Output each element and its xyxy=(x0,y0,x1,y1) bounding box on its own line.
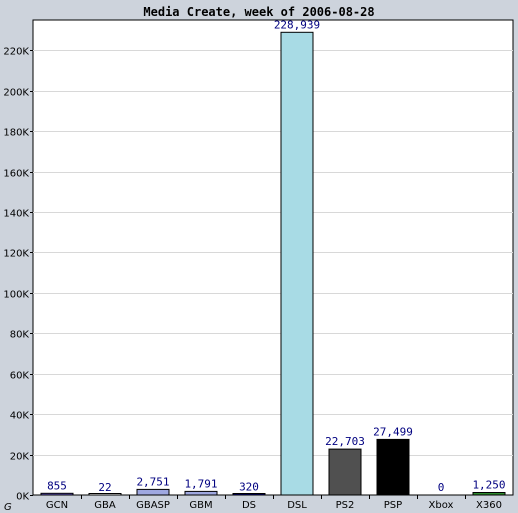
category-label-gba: GBA xyxy=(94,500,116,511)
category-label-gbasp: GBASP xyxy=(136,500,170,511)
chart-title: Media Create, week of 2006-08-28 xyxy=(143,5,374,19)
value-label-gbasp: 2,751 xyxy=(136,475,169,488)
bar-psp xyxy=(376,438,410,496)
y-tick-label: 220K xyxy=(3,47,29,58)
category-label-x360: X360 xyxy=(476,500,502,511)
y-tick-label: 120K xyxy=(3,249,29,260)
bar-x360 xyxy=(472,492,506,496)
bar-ds xyxy=(232,493,266,496)
y-axis: 0K 20K 40K 60K 80K 100K 120K 140K 160K 180K 200K 22… xyxy=(3,47,33,503)
value-label-psp: 27,499 xyxy=(373,425,413,438)
y-tick-label: 200K xyxy=(3,88,29,99)
bar-dsl xyxy=(280,31,314,496)
category-label-gcn: GCN xyxy=(46,500,68,511)
bar-gcn xyxy=(40,492,74,496)
category-label-psp: PSP xyxy=(384,500,402,511)
bar-gba xyxy=(88,493,122,496)
y-tick-label: 160K xyxy=(3,169,29,180)
grid-lines xyxy=(33,50,513,456)
y-tick-label: 0K xyxy=(16,492,29,503)
bar-ps2 xyxy=(328,448,362,496)
corner-mark: G xyxy=(4,502,12,513)
bar-gbasp xyxy=(136,488,170,496)
y-tick-label: 40K xyxy=(10,411,30,422)
y-tick-label: 20K xyxy=(10,452,30,463)
category-label-dsl: DSL xyxy=(287,500,307,511)
y-tick-label: 60K xyxy=(10,371,30,382)
value-label-gcn: 855 xyxy=(47,479,67,492)
value-label-dsl: 228,939 xyxy=(274,18,320,31)
value-label-ds: 320 xyxy=(239,480,259,493)
value-label-gbm: 1,791 xyxy=(184,477,217,490)
bar-gbm xyxy=(184,490,218,496)
category-label-ds: DS xyxy=(242,500,256,511)
y-tick-label: 100K xyxy=(3,290,29,301)
y-tick-label: 140K xyxy=(3,209,29,220)
plot-area xyxy=(32,19,514,496)
value-label-xbox: 0 xyxy=(438,481,445,494)
value-label-gba: 22 xyxy=(98,481,111,494)
value-labels: 855 22 2,751 1,791 320 228,939 22,703 27,499 0 1,… xyxy=(47,18,506,494)
x-axis: GCN GBA GBASP GBM DS DSL PS2 PSP Xbox X360 xyxy=(46,495,502,511)
y-tick-label: 180K xyxy=(3,128,29,139)
value-label-ps2: 22,703 xyxy=(325,435,365,448)
value-label-x360: 1,250 xyxy=(472,478,505,491)
bars xyxy=(40,31,506,496)
category-label-ps2: PS2 xyxy=(336,500,355,511)
category-label-gbm: GBM xyxy=(189,500,212,511)
y-tick-label: 80K xyxy=(10,330,30,341)
category-label-xbox: Xbox xyxy=(429,500,454,511)
